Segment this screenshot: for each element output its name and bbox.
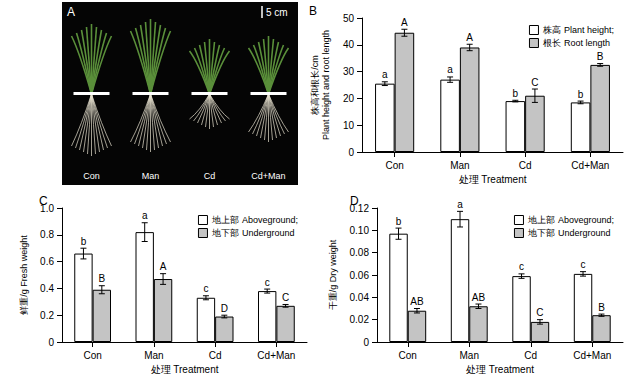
svg-text:0.8: 0.8 [40,229,54,240]
svg-text:0.06: 0.06 [350,270,370,281]
svg-text:0.12: 0.12 [349,202,369,214]
svg-text:0.10: 0.10 [350,225,370,236]
svg-text:Cd+Man: Cd+Man [573,350,611,361]
svg-text:C: C [282,292,289,303]
svg-text:Con: Con [83,350,101,361]
svg-text:根长 Root length: 根长 Root length [543,38,610,48]
svg-text:Cd+Man: Cd+Man [571,160,609,171]
svg-text:Con: Con [385,160,403,171]
svg-text:C: C [531,77,538,88]
svg-text:c: c [519,261,524,272]
svg-text:干重/g Dry weight: 干重/g Dry weight [328,239,338,310]
svg-text:B: B [309,4,317,18]
svg-text:Cd+Man: Cd+Man [257,350,295,361]
svg-text:A: A [466,32,473,43]
svg-text:c: c [581,259,586,270]
svg-text:Man: Man [460,350,479,361]
svg-text:0: 0 [348,147,354,158]
svg-text:Cd: Cd [519,160,532,171]
svg-text:0.4: 0.4 [40,283,54,294]
svg-text:5 cm: 5 cm [266,7,288,18]
svg-text:Man: Man [144,350,163,361]
svg-text:a: a [382,69,388,80]
svg-text:Plant height and root length: Plant height and root length [321,30,331,140]
svg-text:40: 40 [343,39,355,50]
svg-text:A: A [67,5,75,19]
svg-text:Cd+Man: Cd+Man [251,171,285,181]
svg-text:处理 Treatment: 处理 Treatment [151,364,219,375]
svg-text:处理 Treatment: 处理 Treatment [459,174,527,185]
svg-text:Cd: Cd [209,350,222,361]
svg-text:A: A [160,261,167,272]
svg-text:20: 20 [343,93,355,104]
svg-text:Man: Man [142,171,160,181]
svg-text:B: B [597,51,604,62]
svg-text:C: C [39,194,48,208]
svg-text:B: B [98,273,105,284]
svg-text:B: B [598,302,605,313]
svg-text:株高和根长/cm: 株高和根长/cm [310,55,320,116]
svg-text:地上部 Aboveground;: 地上部 Aboveground; [527,215,614,225]
svg-text:AB: AB [472,292,486,303]
svg-text:0.08: 0.08 [350,247,370,258]
svg-text:50: 50 [343,13,355,24]
svg-text:株高 Plant height;: 株高 Plant height; [542,25,614,35]
svg-text:c: c [265,277,270,288]
svg-text:a: a [142,210,148,221]
svg-text:Con: Con [399,350,417,361]
svg-text:地上部 Aboveground;: 地上部 Aboveground; [211,215,298,225]
svg-text:A: A [401,17,408,28]
svg-text:D: D [350,194,359,208]
svg-text:0: 0 [48,337,54,348]
svg-text:30: 30 [343,66,355,77]
svg-text:Man: Man [450,160,469,171]
svg-text:b: b [578,89,584,100]
svg-text:0: 0 [363,337,369,348]
svg-text:0.04: 0.04 [350,292,370,303]
svg-text:Cd: Cd [204,171,216,181]
svg-text:D: D [221,303,228,314]
svg-text:1.0: 1.0 [40,202,54,214]
svg-text:地下部 Underground: 地下部 Underground [527,228,610,238]
svg-text:AB: AB [410,296,424,307]
svg-text:a: a [447,64,453,75]
svg-text:处理 Treatment: 处理 Treatment [466,364,534,375]
svg-text:c: c [203,283,208,294]
svg-text:a: a [457,199,463,210]
svg-text:地下部 Underground: 地下部 Underground [211,228,294,238]
svg-text:C: C [536,307,543,318]
svg-text:b: b [81,236,87,247]
svg-text:10: 10 [343,120,355,131]
svg-text:Con: Con [83,171,100,181]
svg-text:0.2: 0.2 [40,310,54,321]
svg-text:0.6: 0.6 [40,256,54,267]
svg-text:0.02: 0.02 [350,314,370,325]
svg-text:b: b [396,216,402,227]
svg-text:Cd: Cd [524,350,537,361]
svg-text:鲜重/g Fresh weight: 鲜重/g Fresh weight [19,235,29,315]
svg-text:b: b [513,88,519,99]
